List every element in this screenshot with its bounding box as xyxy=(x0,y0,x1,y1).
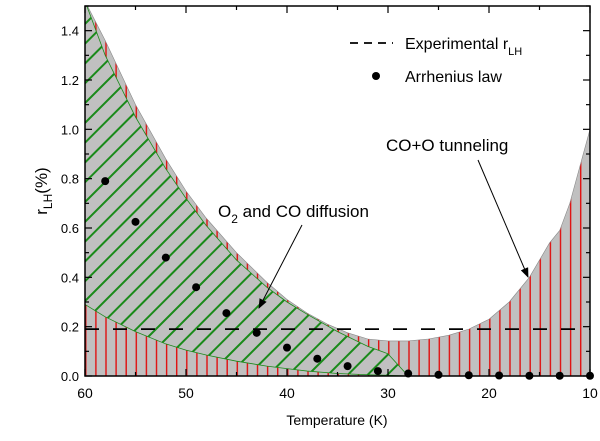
y-axis-label-sub: LH xyxy=(41,194,55,209)
arrhenius-point xyxy=(131,217,140,226)
y-tick-label: 0.4 xyxy=(61,270,79,285)
x-tick-label: 10 xyxy=(582,385,598,401)
y-axis-label: rLH(%) xyxy=(32,167,55,214)
x-tick-label: 40 xyxy=(279,385,295,401)
tunneling-arrow-icon xyxy=(477,159,529,278)
arrhenius-point xyxy=(161,253,170,262)
x-tick-label: 30 xyxy=(380,385,396,401)
y-tick-label: 1.0 xyxy=(61,122,79,137)
y-tick-label: 1.4 xyxy=(61,24,79,39)
y-axis-label-main: r xyxy=(32,209,51,215)
arrhenius-point xyxy=(283,343,291,352)
y-tick-label: 0.8 xyxy=(61,172,79,187)
arrhenius-point xyxy=(313,354,322,363)
legend-experimental-label: Experimental rLH xyxy=(405,36,522,58)
y-tick-labels: 0.0 0.2 0.4 0.6 0.8 1.0 1.2 1.4 xyxy=(61,24,79,384)
arrhenius-point xyxy=(192,283,201,292)
annotation-diffusion: O2 and CO diffusion xyxy=(218,202,369,309)
svg-text:CO+O tunneling: CO+O tunneling xyxy=(386,136,508,155)
diffusion-arrow-icon xyxy=(258,224,303,309)
legend: Experimental rLH Arrhenius law xyxy=(350,36,522,86)
axis-ticks xyxy=(84,5,591,377)
arrhenius-point xyxy=(222,309,231,318)
svg-text:rLH(%): rLH(%) xyxy=(32,167,55,214)
x-tick-label: 60 xyxy=(77,385,93,401)
annotation-tunneling: CO+O tunneling xyxy=(386,136,529,278)
arrhenius-point xyxy=(343,362,352,371)
region-diffusion xyxy=(85,6,409,376)
x-axis-label: Temperature (K) xyxy=(286,412,387,428)
x-tick-label: 50 xyxy=(178,385,194,401)
y-tick-label: 0.0 xyxy=(61,369,79,384)
legend-arrhenius-label: Arrhenius law xyxy=(405,69,502,86)
y-tick-label: 0.2 xyxy=(61,320,79,335)
y-tick-label: 0.6 xyxy=(61,221,79,236)
x-tick-labels: 60 50 40 30 20 10 xyxy=(77,385,598,401)
x-tick-label: 20 xyxy=(481,385,497,401)
y-axis-label-suffix: (%) xyxy=(32,167,51,193)
legend-dot-icon xyxy=(372,72,380,80)
arrhenius-point xyxy=(373,367,382,376)
arrhenius-point xyxy=(101,177,110,186)
y-tick-label: 1.2 xyxy=(61,73,79,88)
arrhenius-point xyxy=(252,328,261,337)
svg-text:O2 and CO diffusion: O2 and CO diffusion xyxy=(218,202,369,226)
